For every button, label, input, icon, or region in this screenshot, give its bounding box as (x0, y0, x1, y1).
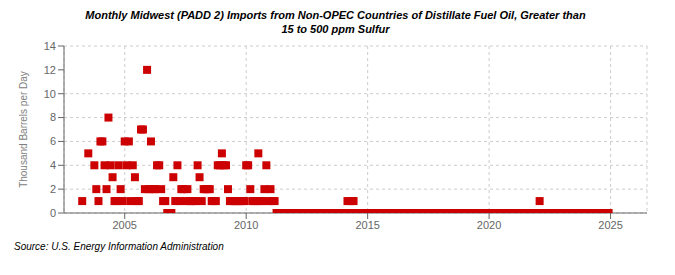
svg-text:0: 0 (50, 207, 56, 219)
svg-text:2: 2 (50, 183, 56, 195)
svg-text:2005: 2005 (112, 219, 136, 231)
svg-text:2020: 2020 (477, 219, 501, 231)
svg-text:4: 4 (50, 159, 56, 171)
svg-text:10: 10 (44, 88, 56, 100)
svg-text:Thousand Barrels per Day: Thousand Barrels per Day (18, 71, 29, 188)
html-text:Monthly Midwest (PADD 2) Impor: Monthly Midwest (PADD 2) Imports from No… (85, 9, 586, 21)
svg-text:14: 14 (44, 40, 56, 52)
svg-text:8: 8 (50, 111, 56, 123)
svg-text:12: 12 (44, 64, 56, 76)
html-text:Source: U.S. Energy Informatio: Source: U.S. Energy Information Administ… (14, 241, 224, 252)
svg-text:2015: 2015 (355, 219, 379, 231)
svg-text:6: 6 (50, 135, 56, 147)
svg-text:2010: 2010 (234, 219, 258, 231)
svg-text:2025: 2025 (598, 219, 622, 231)
html-text:15 to 500 ppm Sulfur: 15 to 500 ppm Sulfur (281, 23, 390, 35)
